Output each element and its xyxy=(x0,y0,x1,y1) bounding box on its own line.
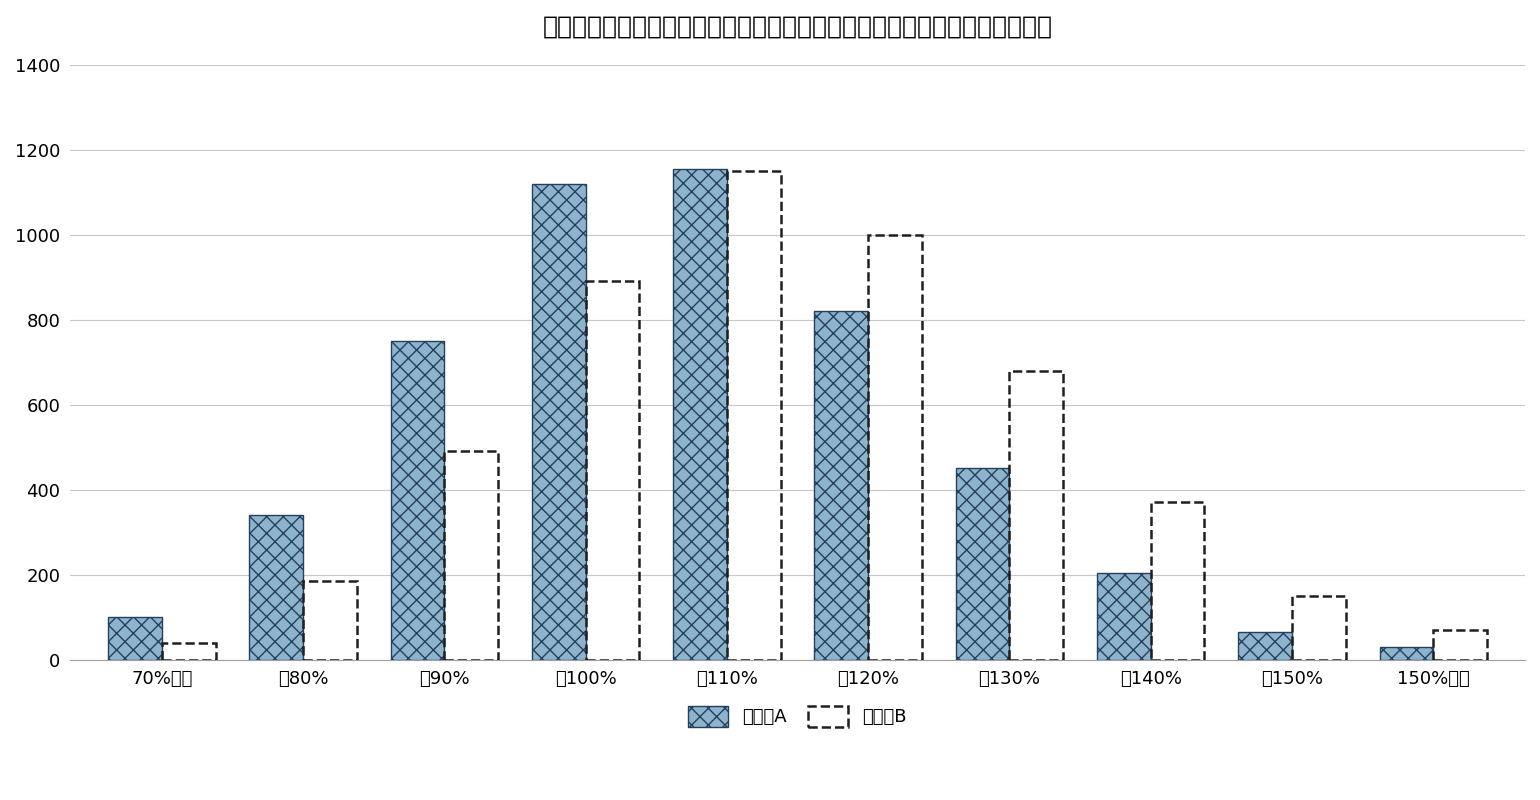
Bar xyxy=(1009,370,1063,660)
Title: 図表１：モンテカルロ・シミュレーションの結果：積立比率のヒストグラム: 図表１：モンテカルロ・シミュレーションの結果：積立比率のヒストグラム xyxy=(542,15,1052,39)
Bar xyxy=(1096,573,1150,660)
Bar xyxy=(1434,630,1486,660)
Bar xyxy=(1150,502,1204,660)
Bar xyxy=(585,282,639,660)
Bar xyxy=(673,169,727,660)
Bar xyxy=(108,618,162,660)
Bar xyxy=(445,451,497,660)
Bar xyxy=(1380,647,1434,660)
Bar xyxy=(531,184,585,660)
Bar xyxy=(956,469,1009,660)
Bar xyxy=(815,311,869,660)
Bar xyxy=(162,642,216,660)
Legend: ケースA, ケースB: ケースA, ケースB xyxy=(681,698,915,734)
Bar xyxy=(303,581,357,660)
Bar xyxy=(1238,632,1292,660)
Bar xyxy=(249,515,303,660)
Bar xyxy=(727,171,781,660)
Bar xyxy=(391,341,445,660)
Bar xyxy=(1292,596,1346,660)
Bar xyxy=(869,234,922,660)
